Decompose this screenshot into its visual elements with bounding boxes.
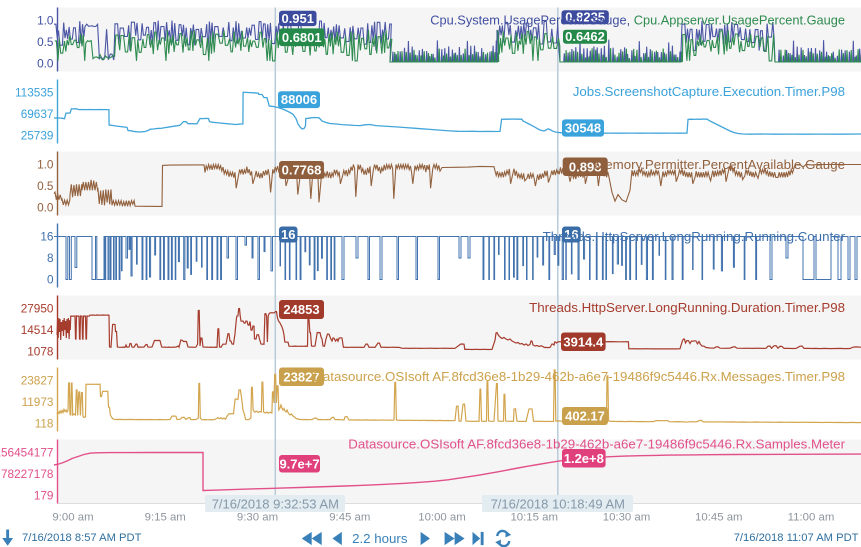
svg-text:69637: 69637 — [21, 107, 54, 121]
svg-text:1078: 1078 — [27, 345, 54, 359]
svg-text:11973: 11973 — [22, 395, 54, 409]
svg-text:0.0: 0.0 — [37, 201, 54, 215]
svg-text:3914.4: 3914.4 — [563, 334, 604, 349]
svg-text:88006: 88006 — [281, 92, 317, 107]
svg-text:Memory.Permitter.PercentAvaila: Memory.Permitter.PercentAvailable.Gauge — [594, 157, 845, 172]
svg-text:Datasource.OSIsoft AF.8fcd36e8: Datasource.OSIsoft AF.8fcd36e8-1b29-462b… — [348, 437, 845, 452]
svg-text:9:45 am: 9:45 am — [329, 512, 370, 524]
svg-text:11:00 am: 11:00 am — [788, 512, 835, 524]
svg-text:30548: 30548 — [565, 121, 601, 136]
svg-text:0.6801: 0.6801 — [282, 30, 322, 45]
svg-text:27950: 27950 — [21, 302, 54, 316]
svg-text:0.5: 0.5 — [37, 179, 54, 193]
svg-text:179: 179 — [34, 489, 54, 503]
svg-text:0.898: 0.898 — [569, 159, 602, 174]
svg-text:78227178: 78227178 — [1, 467, 54, 481]
svg-text:1.2e+8: 1.2e+8 — [564, 451, 604, 466]
svg-text:10:30 am: 10:30 am — [603, 512, 651, 524]
svg-text:9:15 am: 9:15 am — [145, 512, 186, 524]
svg-text:7/16/2018 9:32:53 AM: 7/16/2018 9:32:53 AM — [212, 496, 339, 511]
svg-text:Threads.HttpServer.LongRunning: Threads.HttpServer.LongRunning.Running.C… — [543, 229, 846, 244]
svg-text:9.7e+7: 9.7e+7 — [279, 456, 319, 471]
svg-text:16: 16 — [564, 227, 578, 242]
svg-text:0.6462: 0.6462 — [565, 29, 605, 44]
svg-text:156454177: 156454177 — [0, 446, 54, 460]
svg-text:7/16/2018 10:18:49 AM: 7/16/2018 10:18:49 AM — [491, 496, 625, 511]
svg-text:9:30 am: 9:30 am — [237, 512, 278, 524]
svg-text:16: 16 — [281, 227, 295, 242]
svg-text:1.0: 1.0 — [37, 14, 54, 28]
svg-text:24853: 24853 — [283, 302, 319, 317]
svg-text:7/16/2018 11:07 AM PDT: 7/16/2018 11:07 AM PDT — [734, 532, 859, 544]
svg-text:1.0: 1.0 — [37, 158, 54, 172]
svg-text:7/16/2018 8:57 AM PDT: 7/16/2018 8:57 AM PDT — [22, 532, 142, 544]
svg-text:118: 118 — [35, 417, 54, 431]
svg-text:Datasource.OSIsoft AF.8fcd36e8: Datasource.OSIsoft AF.8fcd36e8-1b29-462b… — [313, 369, 845, 384]
svg-text:10:15 am: 10:15 am — [510, 512, 558, 524]
svg-text:Threads.HttpServer.LongRunning: Threads.HttpServer.LongRunning.Duration.… — [529, 300, 845, 315]
svg-text:14514: 14514 — [21, 323, 54, 337]
svg-text:10:00 am: 10:00 am — [418, 512, 466, 524]
svg-text:0.5: 0.5 — [37, 35, 54, 49]
svg-text:0.8235: 0.8235 — [565, 10, 605, 25]
svg-text:2.2 hours: 2.2 hours — [352, 531, 408, 546]
svg-text:10:45 am: 10:45 am — [695, 512, 743, 524]
svg-text:16: 16 — [40, 230, 54, 244]
svg-text:0.7768: 0.7768 — [282, 163, 322, 178]
svg-text:0.951: 0.951 — [281, 11, 314, 26]
svg-text:0.0: 0.0 — [37, 57, 54, 71]
svg-text:113535: 113535 — [15, 86, 54, 100]
svg-text:9:00 am: 9:00 am — [52, 512, 93, 524]
svg-text:25739: 25739 — [21, 129, 54, 143]
svg-text:Jobs.ScreenshotCapture.Executi: Jobs.ScreenshotCapture.Execution.Timer.P… — [573, 84, 845, 99]
svg-text:402.17: 402.17 — [565, 409, 605, 424]
svg-text:Cpu.System.UsagePercent.Gauge,: Cpu.System.UsagePercent.Gauge, Cpu.Appse… — [430, 13, 845, 28]
svg-text:23827: 23827 — [283, 369, 319, 384]
svg-text:8: 8 — [47, 251, 54, 265]
svg-text:0: 0 — [47, 273, 54, 287]
svg-text:23827: 23827 — [21, 374, 54, 388]
